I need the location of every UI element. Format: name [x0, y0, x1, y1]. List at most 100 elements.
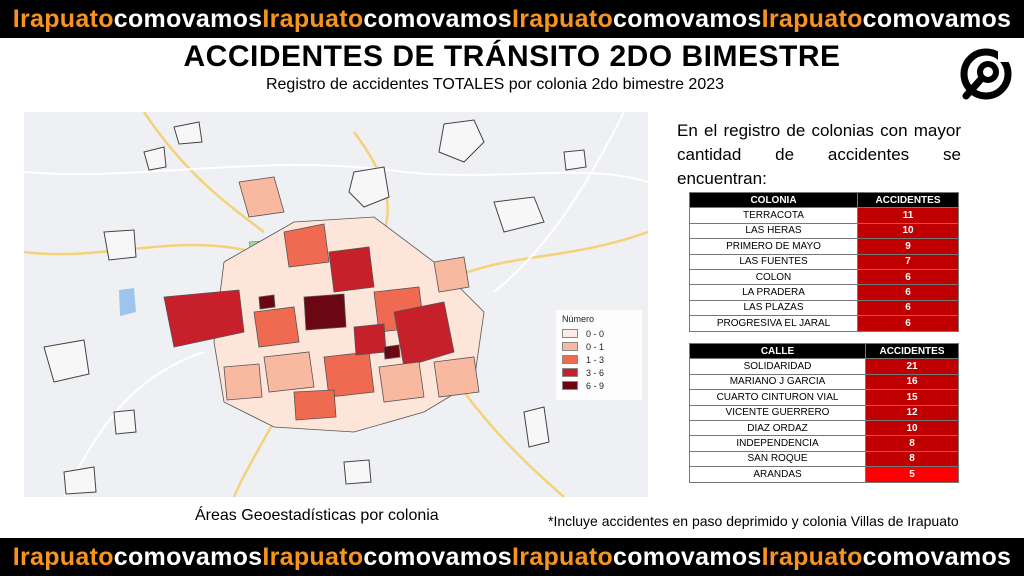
accident-count: 8 [865, 435, 959, 452]
table-row: MARIANO J GARCIA 16 [689, 373, 959, 391]
banner-word: comovamos [613, 4, 762, 33]
city-colonias [163, 176, 485, 433]
legend-item: 0 - 1 [562, 340, 636, 353]
column-header: COLONIA [689, 191, 858, 209]
colonia-name: TERRACOTA [689, 207, 858, 224]
table-row: TERRACOTA 11 [689, 207, 959, 224]
table-row: DIAZ ORDAZ 10 [689, 419, 959, 437]
legend-label: 1 - 3 [586, 354, 605, 365]
banner-word: comovamos [363, 542, 512, 571]
accident-count: 9 [857, 238, 959, 255]
banner-word: Irapuato [12, 4, 114, 33]
lake-area [119, 288, 136, 316]
choropleth-map: Número 0 - 0 0 - 1 1 - 3 3 - 6 6 - 9 [24, 112, 648, 497]
accident-count: 5 [865, 466, 959, 483]
legend-item: 6 - 9 [562, 379, 636, 392]
colonia-name: COLON [689, 268, 858, 286]
legend-item: 3 - 6 [562, 366, 636, 379]
column-header: ACCIDENTES [865, 342, 959, 360]
accident-count: 10 [857, 222, 959, 240]
banner-word: comovamos [613, 542, 762, 571]
calle-name: CUARTO CINTURON VIAL [689, 389, 866, 406]
table-row: COLON 6 [689, 268, 959, 286]
accident-count: 6 [857, 315, 959, 332]
banner-word: comovamos [113, 4, 263, 33]
banner-word: comovamos [862, 542, 1012, 571]
column-header: ACCIDENTES [857, 191, 959, 209]
bottom-banner: Irapuato comovamos Irapuato comovamos Irapua… [0, 538, 1024, 576]
banner-word: Irapuato [761, 542, 863, 571]
table-row: LAS HERAS 10 [689, 222, 959, 240]
legend-title: Número [562, 314, 595, 324]
banner-word: comovamos [862, 4, 1012, 33]
calle-name: DIAZ ORDAZ [689, 419, 866, 437]
page-subtitle: Registro de accidentes TOTALES por colon… [265, 76, 725, 93]
calle-name: SAN ROQUE [689, 450, 866, 468]
calles-table: CALLE ACCIDENTES SOLIDARIDAD 21 MARIANO J… [689, 342, 959, 483]
calle-name: VICENTE GUERRERO [689, 404, 866, 421]
legend-label: 0 - 1 [586, 341, 605, 352]
table-row: PRIMERO DE MAYO 9 [689, 238, 959, 255]
legend-swatch [562, 381, 578, 390]
map-canvas [24, 112, 648, 497]
table-header-row: COLONIA ACCIDENTES [689, 191, 959, 209]
table-row: INDEPENDENCIA 8 [689, 435, 959, 452]
accident-count: 10 [865, 419, 959, 437]
colonia-name: LAS HERAS [689, 222, 858, 240]
table-row: CUARTO CINTURON VIAL 15 [689, 389, 959, 406]
comovamos-logo-icon [960, 48, 1012, 100]
map-legend: Número 0 - 0 0 - 1 1 - 3 3 - 6 6 - 9 [556, 310, 642, 400]
banner-word: comovamos [363, 4, 512, 33]
colonia-name: LA PRADERA [689, 284, 858, 301]
accident-count: 6 [857, 268, 959, 286]
accident-count: 6 [857, 284, 959, 301]
table-row: VICENTE GUERRERO 12 [689, 404, 959, 421]
page-title: ACCIDENTES DE TRÁNSITO 2DO BIMESTRE [183, 40, 841, 73]
map-caption: Áreas Geoestadísticas por colonia [195, 507, 439, 524]
banner-word: comovamos [113, 542, 263, 571]
footnote: *Incluye accidentes en paso deprimido y … [548, 513, 959, 529]
colonias-table: COLONIA ACCIDENTES TERRACOTA 11 LAS HERAS… [689, 191, 959, 332]
outlying-areas [43, 119, 587, 495]
calle-name: ARANDAS [689, 466, 866, 483]
legend-swatch [562, 355, 578, 364]
intro-text: En el registro de colonias con mayor can… [677, 121, 961, 188]
accident-count: 8 [865, 450, 959, 468]
colonia-name: LAS FUENTES [689, 253, 858, 270]
legend-item: 1 - 3 [562, 353, 636, 366]
banner-word: Irapuato [512, 542, 614, 571]
accident-count: 12 [865, 404, 959, 421]
table-row: PROGRESIVA EL JARAL 6 [689, 315, 959, 332]
legend-swatch [562, 368, 578, 377]
accident-count: 7 [857, 253, 959, 270]
legend-swatch [562, 329, 578, 338]
accident-count: 21 [865, 358, 959, 375]
legend-item: 0 - 0 [562, 327, 636, 340]
legend-label: 6 - 9 [586, 380, 605, 391]
table-row: SAN ROQUE 8 [689, 450, 959, 468]
colonia-name: LAS PLAZAS [689, 299, 858, 317]
table-row: LAS FUENTES 7 [689, 253, 959, 270]
banner-word: Irapuato [761, 4, 863, 33]
table-row: LAS PLAZAS 6 [689, 299, 959, 317]
legend-swatch [562, 342, 578, 351]
calle-name: MARIANO J GARCIA [689, 373, 866, 391]
colonia-name: PRIMERO DE MAYO [689, 238, 858, 255]
banner-word: Irapuato [262, 542, 364, 571]
colonia-name: PROGRESIVA EL JARAL [689, 315, 858, 332]
legend-label: 0 - 0 [586, 328, 605, 339]
banner-word: Irapuato [262, 4, 364, 33]
accident-count: 16 [865, 373, 959, 391]
accident-count: 6 [857, 299, 959, 317]
column-header: CALLE [689, 342, 866, 360]
calle-name: INDEPENDENCIA [689, 435, 866, 452]
banner-word: Irapuato [512, 4, 614, 33]
top-banner: Irapuato comovamos Irapuato comovamos Irapua… [0, 0, 1024, 38]
banner-word: Irapuato [12, 542, 114, 571]
legend-label: 3 - 6 [586, 367, 605, 378]
table-row: SOLIDARIDAD 21 [689, 358, 959, 375]
table-row: ARANDAS 5 [689, 466, 959, 483]
table-row: LA PRADERA 6 [689, 284, 959, 301]
accident-count: 11 [857, 207, 959, 224]
table-header-row: CALLE ACCIDENTES [689, 342, 959, 360]
